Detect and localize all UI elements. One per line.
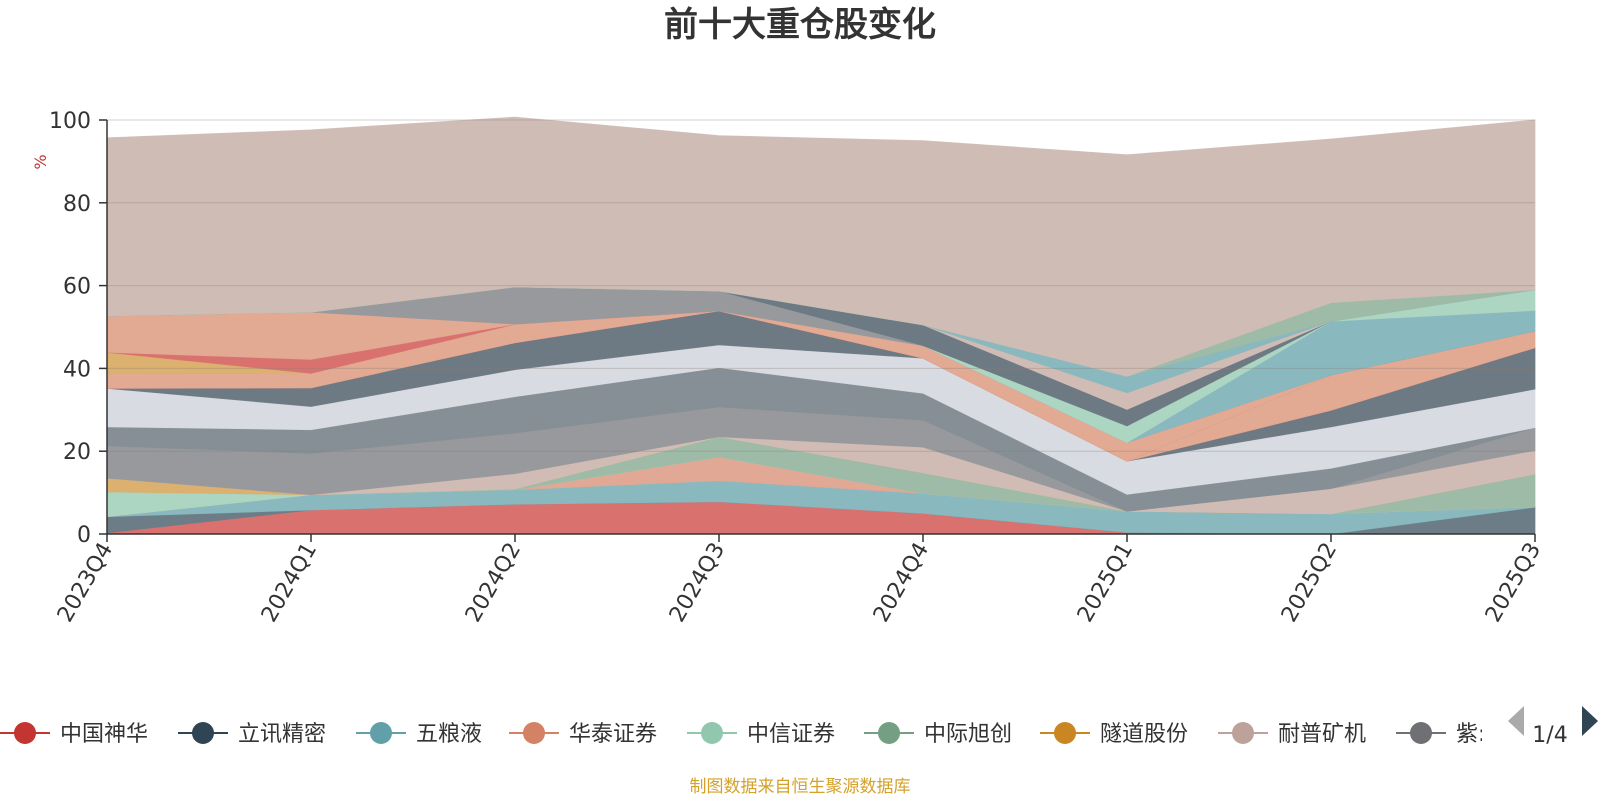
x-tick-label: 2024Q4: [869, 539, 934, 627]
axes: [99, 119, 1536, 542]
chart-title: 前十大重仓股变化: [664, 5, 936, 45]
legend-marker-icon: [370, 722, 392, 744]
legend-label: 中信证券: [747, 722, 835, 747]
legend-label: 紫:: [1456, 722, 1485, 747]
legend-label: 隧道股份: [1100, 722, 1188, 747]
gridlines: [107, 119, 1535, 452]
legend-item[interactable]: 中信证券: [687, 722, 835, 747]
legend-prev-page-icon[interactable]: [1508, 706, 1524, 736]
legend-page-indicator: 1/4: [1532, 723, 1567, 748]
area-series-group: [106, 116, 1536, 535]
data-source-note: 制图数据来自恒生聚源数据库: [690, 777, 911, 797]
x-tick-label: 2023Q4: [53, 539, 118, 627]
legend-label: 五粮液: [416, 722, 482, 747]
legend-marker-icon: [523, 722, 545, 744]
legend: 中国神华 立讯精密 五粮液 华泰证券 中信证券 中际旭创 隧道股份 耐普矿机 紫:: [0, 722, 1485, 747]
x-tick-label: 2024Q2: [461, 539, 526, 627]
y-tick-label: 20: [63, 440, 91, 465]
legend-item[interactable]: 耐普矿机: [1218, 722, 1366, 747]
x-tick-label: 2025Q3: [1481, 539, 1546, 627]
legend-item[interactable]: 紫:: [1396, 722, 1485, 747]
legend-pager: 1/4: [1508, 706, 1598, 748]
legend-item[interactable]: 华泰证券: [509, 722, 657, 747]
x-tick-label: 2024Q1: [257, 539, 322, 627]
y-tick-label: 80: [63, 192, 91, 217]
legend-label: 华泰证券: [569, 722, 657, 747]
x-tick-label: 2025Q2: [1277, 539, 1342, 627]
y-tick-label: 0: [77, 523, 91, 548]
y-tick-label: 100: [49, 109, 91, 134]
area-25: [106, 116, 1536, 377]
legend-label: 立讯精密: [238, 722, 326, 747]
legend-item[interactable]: 中国神华: [0, 722, 148, 747]
legend-marker-icon: [1232, 722, 1254, 744]
legend-item[interactable]: 中际旭创: [864, 722, 1012, 747]
x-tick-label: 2024Q3: [665, 539, 730, 627]
legend-item[interactable]: 五粮液: [356, 722, 482, 747]
legend-label: 耐普矿机: [1278, 722, 1366, 747]
legend-marker-icon: [14, 722, 36, 744]
y-axis-unit-label: %: [31, 154, 50, 169]
x-tick-label: 2025Q1: [1073, 539, 1138, 627]
legend-item[interactable]: 隧道股份: [1040, 722, 1188, 747]
legend-label: 中国神华: [60, 722, 148, 747]
legend-next-page-icon[interactable]: [1582, 706, 1598, 736]
legend-marker-icon: [701, 722, 723, 744]
y-tick-label: 40: [63, 357, 91, 382]
legend-item[interactable]: 立讯精密: [178, 722, 326, 747]
legend-marker-icon: [1410, 722, 1432, 744]
legend-marker-icon: [878, 722, 900, 744]
legend-items: 中国神华 立讯精密 五粮液 华泰证券 中信证券 中际旭创 隧道股份 耐普矿机 紫:: [0, 722, 1485, 747]
legend-marker-icon: [192, 722, 214, 744]
y-tick-label: 60: [63, 275, 91, 300]
legend-label: 中际旭创: [924, 722, 1012, 747]
legend-marker-icon: [1054, 722, 1076, 744]
